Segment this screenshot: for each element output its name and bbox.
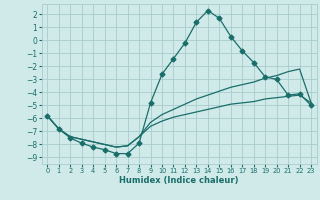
X-axis label: Humidex (Indice chaleur): Humidex (Indice chaleur) — [119, 176, 239, 185]
